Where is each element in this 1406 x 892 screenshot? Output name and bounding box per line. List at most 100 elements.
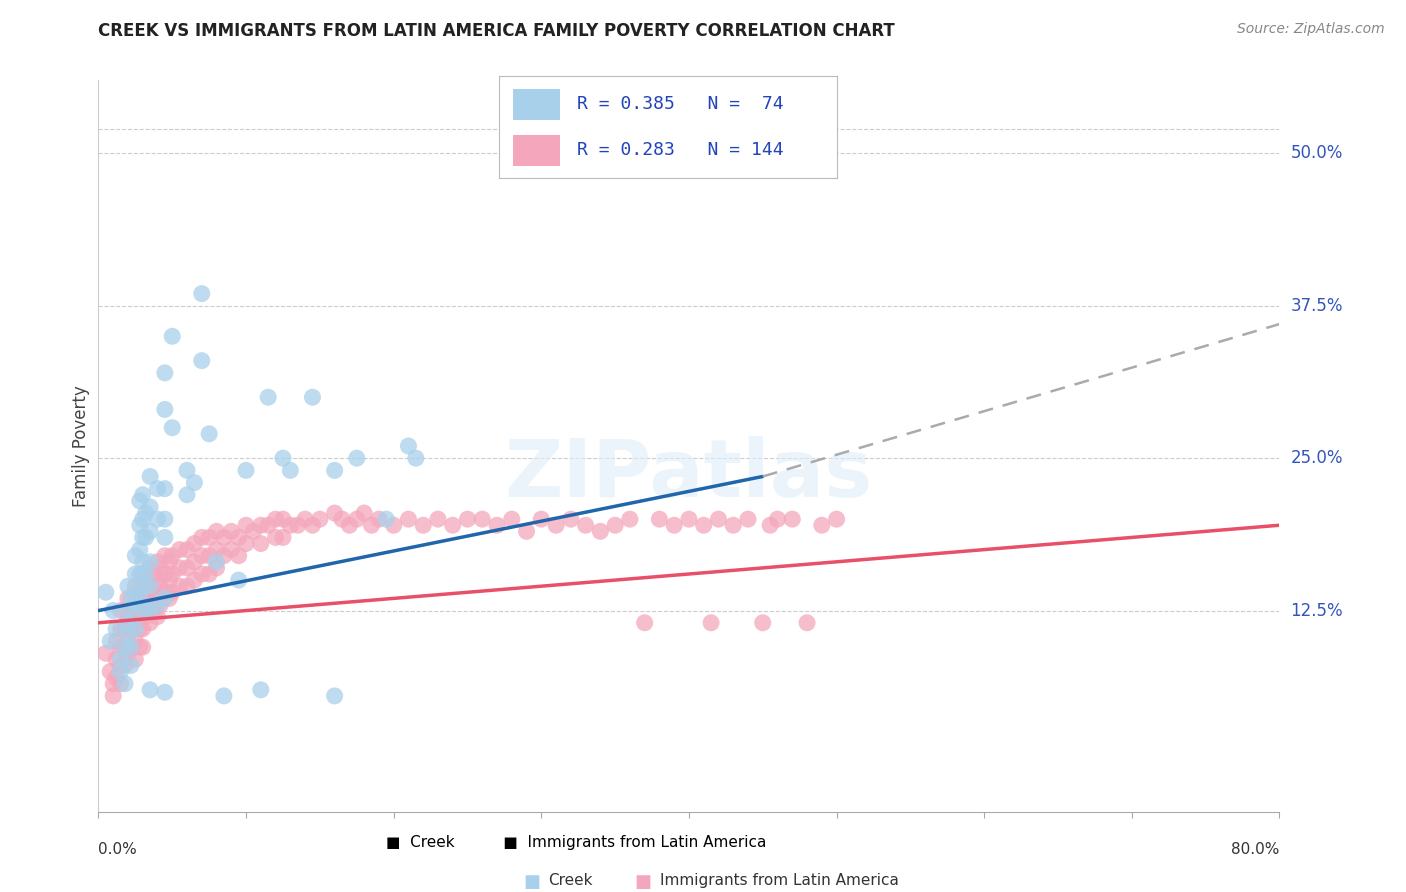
Point (128, 604, 150, 618)
Point (205, 555, 228, 569)
Point (198, 567, 221, 582)
Point (560, 512, 582, 526)
Point (235, 518, 257, 533)
Point (132, 604, 155, 618)
Point (169, 542, 191, 557)
Text: Source: ZipAtlas.com: Source: ZipAtlas.com (1237, 22, 1385, 37)
Point (441, 518, 464, 533)
Point (146, 555, 169, 569)
Point (114, 640, 136, 655)
Point (146, 591, 169, 606)
Point (153, 585, 176, 599)
Point (191, 567, 214, 582)
Point (176, 488, 198, 502)
Point (153, 402, 176, 417)
Point (114, 640, 136, 655)
Point (228, 530, 250, 544)
Point (128, 622, 150, 636)
Point (128, 494, 150, 508)
Point (120, 640, 142, 655)
Point (124, 622, 146, 636)
Point (117, 591, 139, 606)
Point (103, 604, 125, 618)
Point (162, 329, 183, 343)
Point (124, 615, 146, 630)
Text: 37.5%: 37.5% (1291, 297, 1343, 315)
Text: ZIPatlas: ZIPatlas (505, 436, 873, 515)
Text: ■: ■ (523, 873, 540, 891)
Point (368, 512, 391, 526)
Point (157, 555, 180, 569)
Point (94, 585, 117, 599)
Point (110, 652, 132, 666)
Point (157, 591, 180, 606)
Point (176, 463, 198, 477)
Point (135, 530, 157, 544)
Point (114, 658, 136, 673)
Point (153, 512, 176, 526)
Point (103, 689, 125, 703)
Point (132, 555, 155, 569)
Point (103, 676, 125, 690)
Point (124, 598, 146, 612)
Point (346, 512, 368, 526)
Point (153, 482, 176, 496)
Point (405, 451, 427, 466)
Point (198, 530, 221, 544)
Text: 0.0%: 0.0% (98, 842, 138, 857)
Point (228, 573, 250, 587)
Point (162, 549, 183, 563)
Point (139, 500, 162, 514)
Point (132, 640, 155, 655)
Point (264, 512, 287, 526)
Point (693, 518, 716, 533)
Point (219, 542, 242, 557)
Text: 12.5%: 12.5% (1291, 601, 1343, 620)
Text: R = 0.385   N =  74: R = 0.385 N = 74 (576, 95, 783, 113)
Point (139, 598, 162, 612)
Point (117, 628, 139, 642)
Point (120, 640, 142, 655)
Point (135, 591, 157, 606)
Point (120, 604, 142, 618)
Text: ■: ■ (634, 873, 652, 891)
Point (146, 573, 169, 587)
Point (117, 646, 139, 660)
Point (157, 573, 180, 587)
Point (135, 609, 157, 624)
Point (515, 524, 537, 539)
Point (751, 615, 773, 630)
Point (128, 585, 150, 599)
Point (149, 579, 172, 593)
Point (110, 676, 132, 690)
Point (382, 518, 405, 533)
Point (128, 542, 150, 557)
Point (264, 530, 287, 544)
Point (257, 390, 280, 404)
Point (721, 518, 744, 533)
Point (191, 286, 214, 301)
Point (94, 646, 117, 660)
Point (700, 615, 723, 630)
Point (139, 579, 162, 593)
Point (128, 640, 150, 655)
Text: R = 0.283   N = 144: R = 0.283 N = 144 (576, 141, 783, 159)
Point (330, 512, 353, 526)
Text: 50.0%: 50.0% (1291, 145, 1343, 162)
Point (271, 530, 294, 544)
Point (486, 518, 509, 533)
Point (242, 524, 264, 539)
Point (117, 579, 139, 593)
Point (120, 591, 142, 606)
Point (287, 518, 309, 533)
Point (250, 536, 273, 550)
Point (153, 549, 176, 563)
Point (128, 567, 150, 582)
Point (782, 512, 804, 526)
Point (98, 634, 121, 648)
Point (619, 512, 641, 526)
Point (132, 579, 155, 593)
Point (139, 615, 162, 630)
Point (120, 622, 142, 636)
Point (605, 518, 627, 533)
